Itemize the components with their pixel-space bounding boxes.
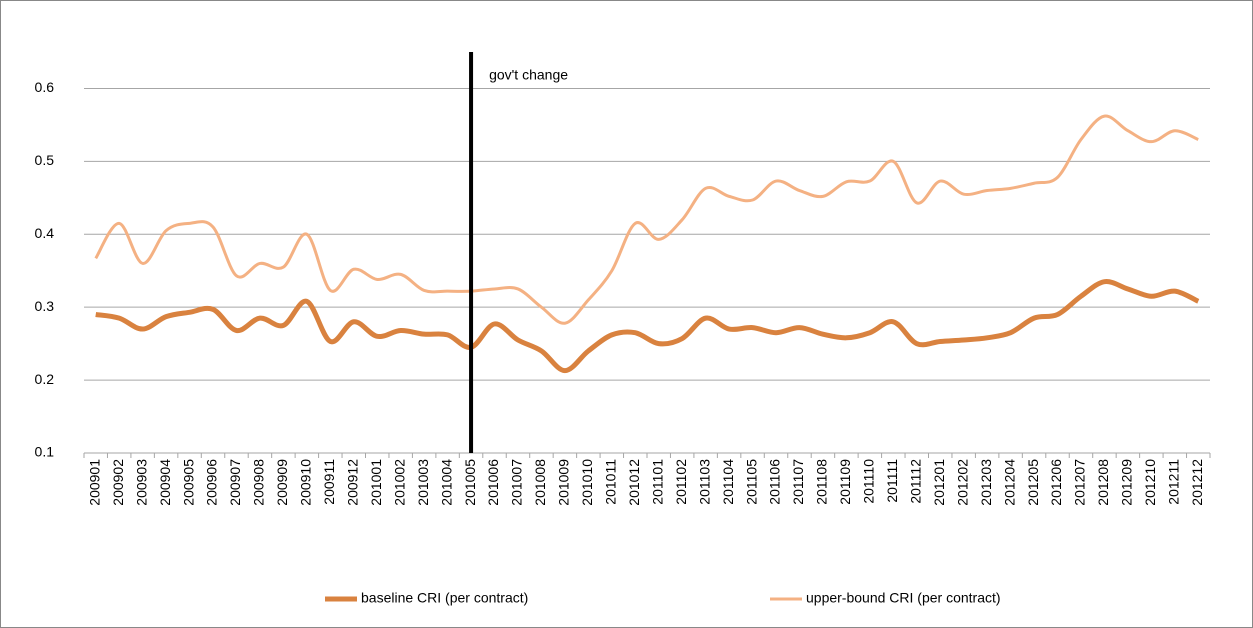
x-tick-label: 200903: [133, 459, 149, 506]
line-series: [94, 114, 1199, 325]
x-tick-label: 200907: [227, 459, 243, 506]
x-tick-label: 200911: [321, 459, 337, 505]
x-tick-label: 201210: [1142, 459, 1158, 506]
x-tick-label: 201001: [368, 459, 384, 506]
x-tick-label: 201012: [626, 459, 642, 506]
x-tick-label: 201007: [509, 459, 525, 506]
y-tick-label: 0.3: [35, 298, 55, 314]
x-tick-label: 201108: [814, 459, 830, 505]
x-tick-label: 201110: [861, 459, 877, 504]
x-tick-label: 201205: [1025, 459, 1041, 506]
annotation: gov't change: [489, 67, 568, 83]
x-tick-label: 200905: [180, 459, 196, 506]
x-tick-label: 201112: [907, 459, 923, 504]
x-tick-label: 200901: [86, 459, 102, 506]
x-tick-label: 201207: [1072, 459, 1088, 506]
x-tick-label: 201003: [415, 459, 431, 506]
x-tick-label: 201204: [1001, 459, 1017, 506]
x-tick-label: 201011: [603, 459, 619, 505]
x-tick-label: 201109: [837, 459, 853, 505]
x-tick-label: 201009: [556, 459, 572, 506]
y-tick-label: 0.6: [35, 79, 55, 95]
legend-label: baseline CRI (per contract): [361, 590, 528, 606]
x-tick-label: 201111: [884, 459, 900, 503]
x-tick-label: 201102: [673, 459, 689, 505]
x-tick-label: 201008: [532, 459, 548, 506]
x-tick-label: 201212: [1189, 459, 1205, 506]
y-tick-label: 0.4: [35, 225, 55, 241]
x-tick-label: 201202: [954, 459, 970, 506]
x-tick-label: 201201: [931, 459, 947, 506]
x-tick-label: 201101: [649, 459, 665, 505]
x-tick-label: 201206: [1048, 459, 1064, 506]
x-tick-label: 201106: [767, 459, 783, 505]
x-tick-label: 201104: [720, 459, 736, 505]
y-tick-label: 0.1: [35, 444, 55, 460]
line-series: [95, 279, 1200, 374]
x-tick-label: 201103: [696, 459, 712, 505]
y-tick-label: 0.2: [35, 371, 55, 387]
x-tick-label: 201211: [1166, 459, 1182, 505]
x-tick-label: 200906: [204, 459, 220, 506]
x-tick-label: 201209: [1119, 459, 1135, 506]
x-tick-label: 201208: [1095, 459, 1111, 506]
x-tick-label: 201010: [579, 459, 595, 506]
x-tick-label: 201002: [391, 459, 407, 506]
x-tick-label: 200902: [110, 459, 126, 506]
x-tick-label: 201107: [790, 459, 806, 505]
x-tick-label: 200908: [251, 459, 267, 506]
x-tick-label: 200909: [274, 459, 290, 506]
x-tick-label: 200904: [157, 459, 173, 506]
y-tick-label: 0.5: [35, 152, 55, 168]
x-tick-label: 200910: [298, 459, 314, 506]
x-tick-label: 200912: [344, 459, 360, 506]
x-tick-label: 201005: [462, 459, 478, 506]
x-tick-label: 201004: [438, 459, 454, 506]
x-tick-label: 201105: [743, 459, 759, 505]
x-tick-label: 201006: [485, 459, 501, 506]
x-tick-label: 201203: [978, 459, 994, 506]
legend-label: upper-bound CRI (per contract): [806, 590, 1001, 606]
